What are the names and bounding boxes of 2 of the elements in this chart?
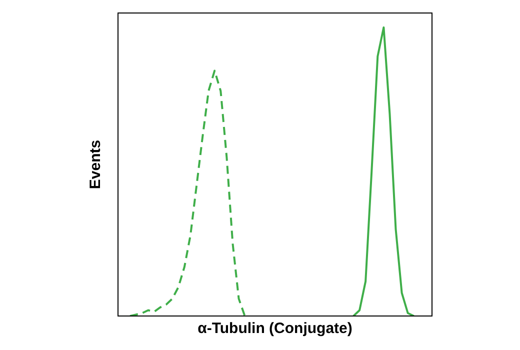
y-axis-title: Events	[87, 140, 104, 190]
x-axis-title: α-Tubulin (Conjugate)	[198, 320, 352, 338]
